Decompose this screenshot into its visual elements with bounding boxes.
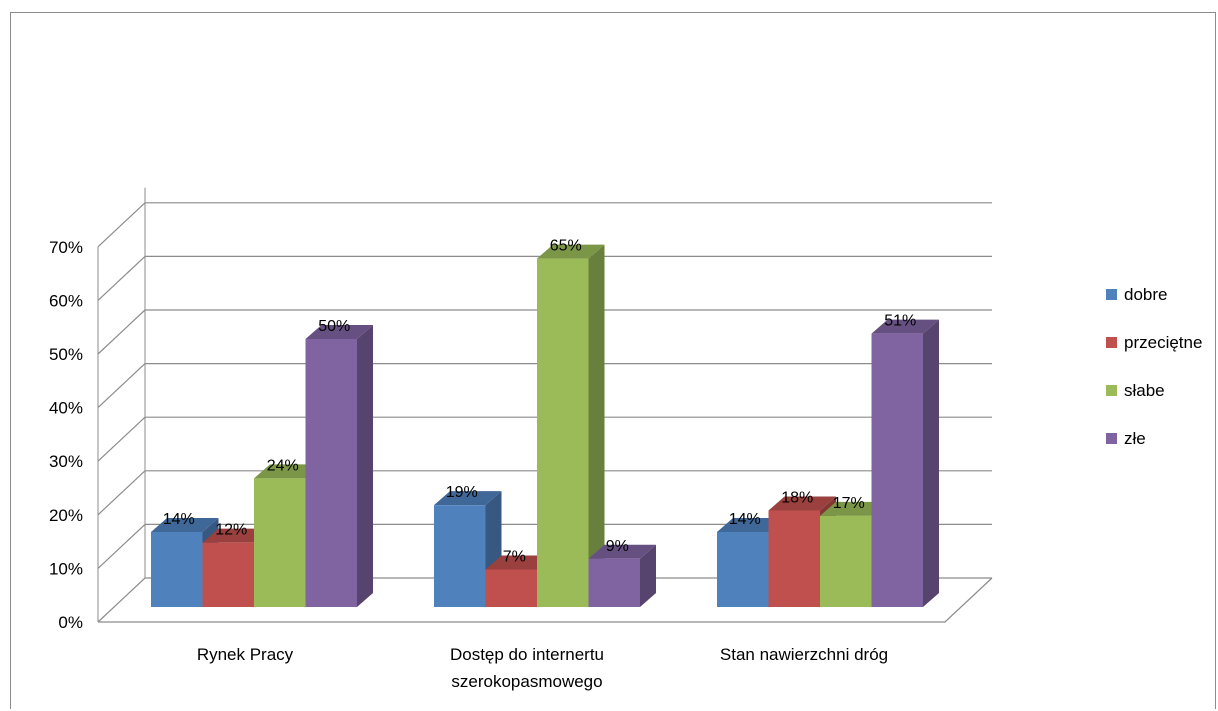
legend-label: dobre (1124, 285, 1167, 304)
legend: dobre przeciętne słabe złe (1106, 285, 1202, 448)
gridline-diagonal (97, 309, 146, 355)
legend-swatch (1106, 385, 1117, 396)
bar (588, 558, 640, 607)
data-label: 50% (318, 318, 350, 335)
y-tick-label: 10% (49, 559, 83, 578)
bar-top (871, 319, 939, 334)
bar-side (357, 325, 373, 607)
bar (717, 531, 769, 607)
data-label: 24% (267, 457, 299, 474)
y-tick-label: 30% (49, 452, 83, 471)
y-tick-label: 20% (49, 506, 83, 525)
y-tick-label: 0% (58, 613, 83, 632)
gridline-diagonal (97, 577, 146, 623)
data-label: 65% (550, 238, 582, 255)
gridline-diagonal (97, 363, 146, 409)
legend-label: złe (1124, 429, 1146, 448)
bar-top (820, 501, 888, 516)
bar (254, 478, 306, 607)
y-axis-ticks: 0% 10% 20% 30% 40% 50% 60% 70% (49, 238, 83, 632)
bar-top (537, 244, 605, 259)
data-label: 9% (606, 538, 629, 555)
bar (820, 515, 872, 607)
bar (151, 531, 203, 607)
bar (202, 542, 254, 607)
legend-label: słabe (1124, 381, 1165, 400)
data-label: 17% (833, 495, 865, 512)
bar (871, 333, 923, 607)
chart-frame (10, 12, 1216, 709)
bar-top (485, 555, 553, 570)
y-tick-label: 50% (49, 345, 83, 364)
bar-side (923, 319, 939, 607)
data-label: 7% (503, 548, 526, 565)
y-tick-label: 60% (49, 291, 83, 310)
category-label: Stan nawierzchni dróg (720, 645, 888, 664)
gridline-diagonal (97, 255, 146, 301)
y-tick-label: 40% (49, 399, 83, 418)
bar-top (717, 517, 785, 532)
bar-top (151, 517, 219, 532)
bar (305, 339, 357, 607)
legend-swatch (1106, 337, 1117, 348)
data-label: 19% (446, 484, 478, 501)
bars (151, 244, 939, 607)
gridline-diagonal (97, 523, 146, 569)
bar (434, 505, 486, 607)
category-label: Rynek Pracy (197, 645, 294, 664)
data-label: 12% (215, 522, 247, 539)
category-label: szerokopasmowego (451, 672, 602, 691)
floor-edge (98, 577, 993, 623)
gridline-diagonal (97, 470, 146, 516)
bar-top (434, 491, 502, 506)
legend-swatch (1106, 433, 1117, 444)
bar (768, 510, 820, 607)
bar (485, 569, 537, 607)
bar-top (305, 325, 373, 339)
legend-label: przeciętne (1124, 333, 1202, 352)
gridline-diagonal (97, 416, 146, 462)
data-label: 18% (781, 490, 813, 507)
bar-side (588, 244, 605, 607)
data-label: 14% (729, 511, 761, 528)
bar-top (202, 528, 270, 543)
data-labels: 14% 19% 14% 12% 7% 18% 24% 65% 17% 50% 9% 51% (163, 238, 917, 566)
bar-side (640, 544, 656, 607)
legend-swatch (1106, 289, 1117, 300)
x-axis-categories: Rynek Pracy Dostęp do internertu szerokopa… (197, 645, 888, 691)
data-label: 51% (884, 313, 916, 330)
category-label: Dostęp do internertu (450, 645, 604, 664)
y-tick-label: 70% (49, 238, 83, 257)
chart-walls (97, 187, 993, 623)
bar-top (768, 496, 836, 511)
bar (537, 258, 589, 607)
data-label: 14% (163, 511, 195, 528)
bar-top (254, 464, 322, 479)
gridline-diagonal (97, 202, 146, 248)
bar-top (588, 544, 656, 559)
